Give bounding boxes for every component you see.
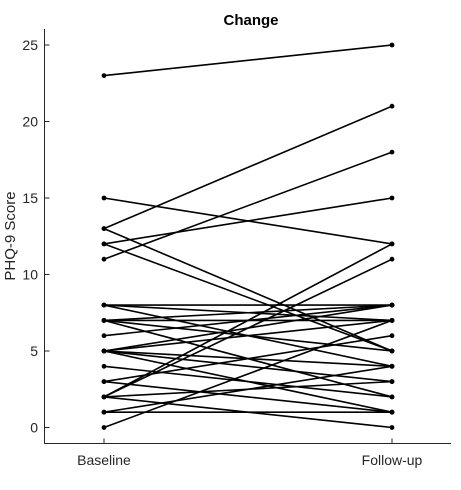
participant-point	[101, 318, 107, 323]
participant-point	[389, 149, 395, 155]
participant-point	[389, 103, 395, 109]
y-axis-title: PHQ-9 Score	[2, 191, 19, 280]
y-tick-label: 5	[30, 343, 38, 359]
x-tick-label: Baseline	[77, 452, 131, 468]
participant-point	[101, 226, 107, 232]
participant-line	[103, 197, 393, 245]
participant-point	[101, 302, 107, 308]
participant-point	[101, 379, 107, 384]
y-tick-label: 25	[22, 37, 38, 53]
participant-point	[389, 318, 395, 323]
participant-point	[101, 348, 107, 354]
participant-point	[389, 195, 395, 201]
participant-line	[103, 258, 393, 398]
participant-point	[389, 409, 395, 415]
participant-point	[389, 348, 395, 354]
participant-point	[389, 425, 395, 430]
participant-point	[101, 256, 107, 262]
participant-point	[101, 394, 107, 400]
participant-line	[103, 243, 393, 352]
participant-line	[103, 227, 393, 352]
participant-point	[389, 42, 395, 48]
chart-title: Change	[223, 12, 278, 29]
participant-point	[389, 256, 395, 262]
participant-point	[389, 363, 395, 369]
participant-line	[103, 44, 393, 77]
participant-point	[389, 394, 395, 400]
participant-line	[103, 380, 393, 413]
y-tick-label: 15	[22, 190, 38, 206]
participant-point	[101, 195, 107, 201]
participant-point	[389, 241, 395, 247]
participant-line	[103, 319, 393, 352]
participant-point	[389, 379, 395, 384]
y-tick-label: 10	[22, 267, 38, 283]
y-tick-label: 0	[30, 420, 38, 436]
participant-line	[103, 151, 393, 260]
participant-line	[103, 350, 393, 383]
participant-point	[101, 409, 107, 415]
y-tick-label: 20	[22, 114, 38, 130]
participant-line	[103, 365, 393, 398]
participant-point	[101, 363, 107, 369]
participant-point	[101, 425, 107, 430]
participant-line	[103, 304, 393, 322]
x-tick-label: Follow-up	[362, 452, 423, 468]
participant-line	[103, 319, 393, 429]
participant-point	[101, 73, 107, 78]
participant-point	[101, 241, 107, 247]
participant-point	[101, 333, 107, 339]
x-ticks: Baseline Follow-up	[77, 438, 423, 468]
participant-line	[103, 243, 393, 398]
series-points	[101, 42, 395, 430]
participant-line	[103, 105, 393, 230]
participant-point	[389, 302, 395, 308]
participant-line	[103, 365, 393, 413]
series-lines	[103, 44, 393, 429]
participant-point	[389, 333, 395, 339]
y-ticks: 0 5 10 15 20 25	[22, 37, 50, 436]
